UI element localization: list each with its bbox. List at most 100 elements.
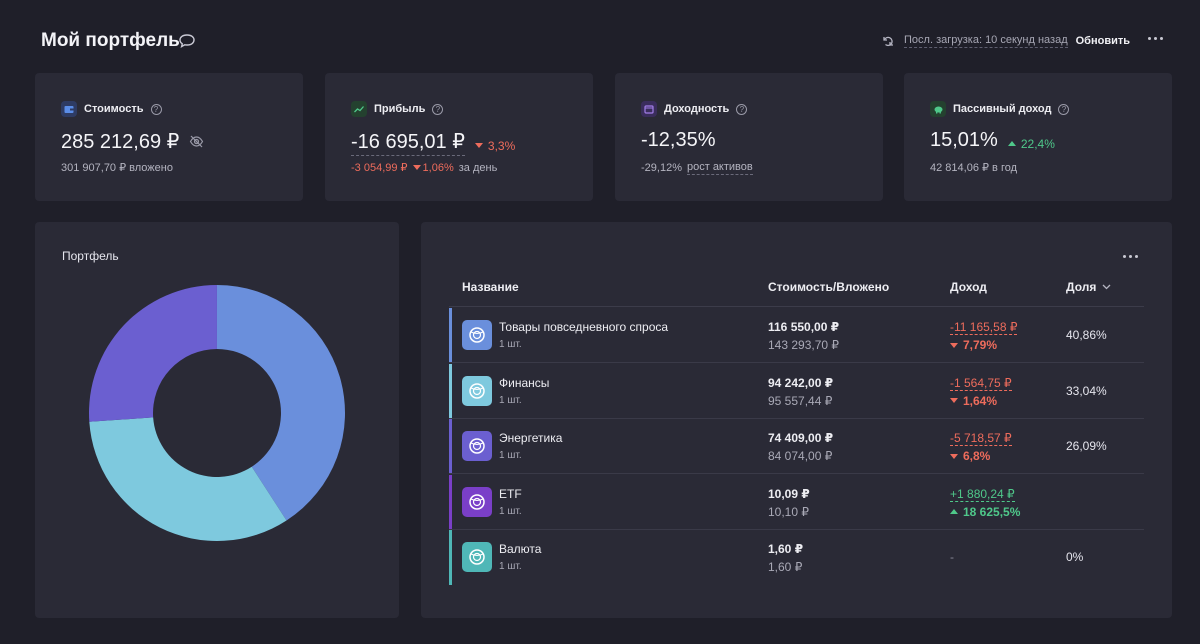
row-accent (449, 308, 452, 362)
more-menu-button[interactable] (1148, 34, 1166, 42)
passive-income-card: Пассивный доход ? 15,01% 22,4% 42 814,06… (904, 73, 1172, 201)
row-cost: 1,60 ₽ (768, 542, 804, 556)
row-income-pct: 7,79% (950, 338, 997, 352)
row-income: -1 564,75 ₽ (950, 375, 1012, 391)
table-more-button[interactable] (1123, 252, 1141, 260)
card-label: Стоимость (84, 103, 144, 115)
row-income: -5 718,57 ₽ (950, 431, 1012, 446)
row-share: 40,86% (1066, 328, 1107, 342)
row-accent (449, 530, 452, 585)
arrow-down-icon (950, 398, 958, 403)
row-cost: 94 242,00 ₽ (768, 375, 834, 390)
card-label: Прибыль (374, 103, 426, 115)
chat-icon[interactable] (178, 33, 196, 49)
row-income: -11 165,58 ₽ (950, 320, 1018, 335)
row-cost: 10,09 ₽ (768, 486, 810, 501)
table-row[interactable]: ETF 1 шт. 10,09 ₽ 10,10 ₽ +1 880,24 ₽ 18 625,… (449, 474, 1144, 530)
refresh-button[interactable]: Обновить (1075, 35, 1130, 47)
portfolio-chart-panel: Портфель (35, 222, 399, 618)
page-header: Мой портфель Посл. загрузка: 10 секунд н… (0, 0, 1200, 74)
row-cost: 74 409,00 ₽ (768, 431, 834, 445)
sync-icon (883, 36, 894, 47)
card-label: Доходность (664, 103, 730, 115)
card-delta: 22,4% (1007, 137, 1055, 151)
row-name: ETF (499, 486, 522, 501)
wallet-icon (61, 101, 77, 117)
row-qty: 1 шт. (499, 450, 522, 461)
table-row[interactable]: Финансы 1 шт. 94 242,00 ₽ 95 557,44 ₽ -1 564… (449, 363, 1144, 419)
card-delta: 3,3% (474, 139, 515, 153)
table-row[interactable]: Валюта 1 шт. 1,60 ₽ 1,60 ₽ - 0% (449, 530, 1144, 585)
reload-status: Посл. загрузка: 10 секунд назад Обновить (881, 34, 1130, 48)
column-header-cost[interactable]: Стоимость/Вложено (768, 280, 890, 294)
row-income-pct: 18 625,5% (950, 505, 1020, 519)
card-sub-amount: -3 054,99 ₽ (351, 162, 408, 174)
row-name: Финансы (499, 375, 550, 390)
arrow-down-icon (412, 165, 421, 171)
row-share: 26,09% (1066, 439, 1107, 453)
row-accent (449, 474, 452, 529)
row-share: 33,04% (1066, 383, 1107, 398)
donut-slice[interactable] (89, 285, 217, 422)
row-qty: 1 шт. (499, 505, 522, 517)
card-value: 285 212,69 ₽ (61, 131, 180, 153)
row-income-pct: 1,64% (950, 394, 997, 408)
chevron-down-icon (1102, 284, 1111, 290)
panel-title: Портфель (62, 249, 119, 263)
donut-slice[interactable] (89, 417, 287, 541)
row-qty: 1 шт. (499, 339, 522, 350)
donut-slice[interactable] (217, 285, 345, 521)
assets-table-panel: Название Стоимость/Вложено Доход Доля То… (421, 222, 1172, 618)
help-icon[interactable]: ? (1058, 103, 1070, 115)
sector-icon (462, 375, 492, 406)
column-header-income[interactable]: Доход (950, 280, 987, 294)
column-header-name[interactable]: Название (462, 280, 519, 294)
column-header-share[interactable]: Доля (1066, 280, 1111, 294)
row-cost: 116 550,00 ₽ (768, 320, 840, 334)
card-value: -16 695,01 ₽ (351, 129, 465, 156)
row-name: Энергетика (499, 431, 563, 445)
row-invested: 10,10 ₽ (768, 504, 809, 519)
chart-line-icon (351, 101, 367, 117)
row-share: 0% (1066, 550, 1084, 564)
row-accent (449, 419, 452, 473)
row-accent (449, 363, 452, 418)
arrow-down-icon (474, 143, 483, 148)
profit-card: Прибыль ? -16 695,01 ₽ 3,3% -3 054,99 ₽ … (325, 73, 593, 201)
row-invested: 143 293,70 ₽ (768, 338, 840, 352)
card-sub-text: 42 814,06 ₽ в год (930, 162, 1018, 174)
asset-growth-link[interactable]: рост активов (686, 161, 753, 175)
card-sub-suffix: за день (458, 161, 498, 174)
row-invested: 95 557,44 ₽ (768, 393, 833, 408)
row-income: +1 880,24 ₽ (950, 486, 1015, 502)
row-name: Валюта (499, 542, 542, 556)
sector-icon (462, 486, 492, 517)
row-income-pct: 6,8% (950, 449, 990, 463)
help-icon[interactable]: ? (432, 103, 444, 115)
row-qty: 1 шт. (499, 561, 522, 572)
arrow-up-icon (1007, 141, 1016, 146)
piggy-bank-icon (930, 101, 946, 117)
card-sub-value: -29,12% (641, 162, 682, 174)
table-row[interactable]: Товары повседневного спроса 1 шт. 116 550,… (449, 308, 1144, 363)
calendar-icon (641, 101, 657, 117)
eye-off-icon[interactable] (189, 135, 204, 148)
donut-chart (89, 285, 345, 541)
card-value: 15,01% (930, 129, 998, 151)
card-sub-pct: 1,06% (412, 162, 454, 174)
row-invested: 1,60 ₽ (768, 560, 803, 574)
last-load-label: Посл. загрузка: 10 секунд назад (904, 34, 1068, 48)
table-header-divider (449, 306, 1144, 307)
row-qty: 1 шт. (499, 394, 522, 406)
sector-icon (462, 542, 492, 572)
arrow-up-icon (950, 509, 958, 514)
table-row[interactable]: Энергетика 1 шт. 74 409,00 ₽ 84 074,00 ₽ -5 … (449, 419, 1144, 474)
page-title: Мой портфель (41, 30, 180, 51)
row-income: - (950, 550, 954, 564)
help-icon[interactable]: ? (150, 103, 162, 115)
help-icon[interactable]: ? (736, 103, 748, 115)
value-card: Стоимость ? 285 212,69 ₽ 301 907,70 ₽ вл… (35, 73, 303, 201)
card-sub-text: 301 907,70 ₽ вложено (61, 162, 173, 174)
yield-card: Доходность ? -12,35% -29,12% рост активо… (615, 73, 883, 201)
row-name: Товары повседневного спроса (499, 320, 669, 334)
